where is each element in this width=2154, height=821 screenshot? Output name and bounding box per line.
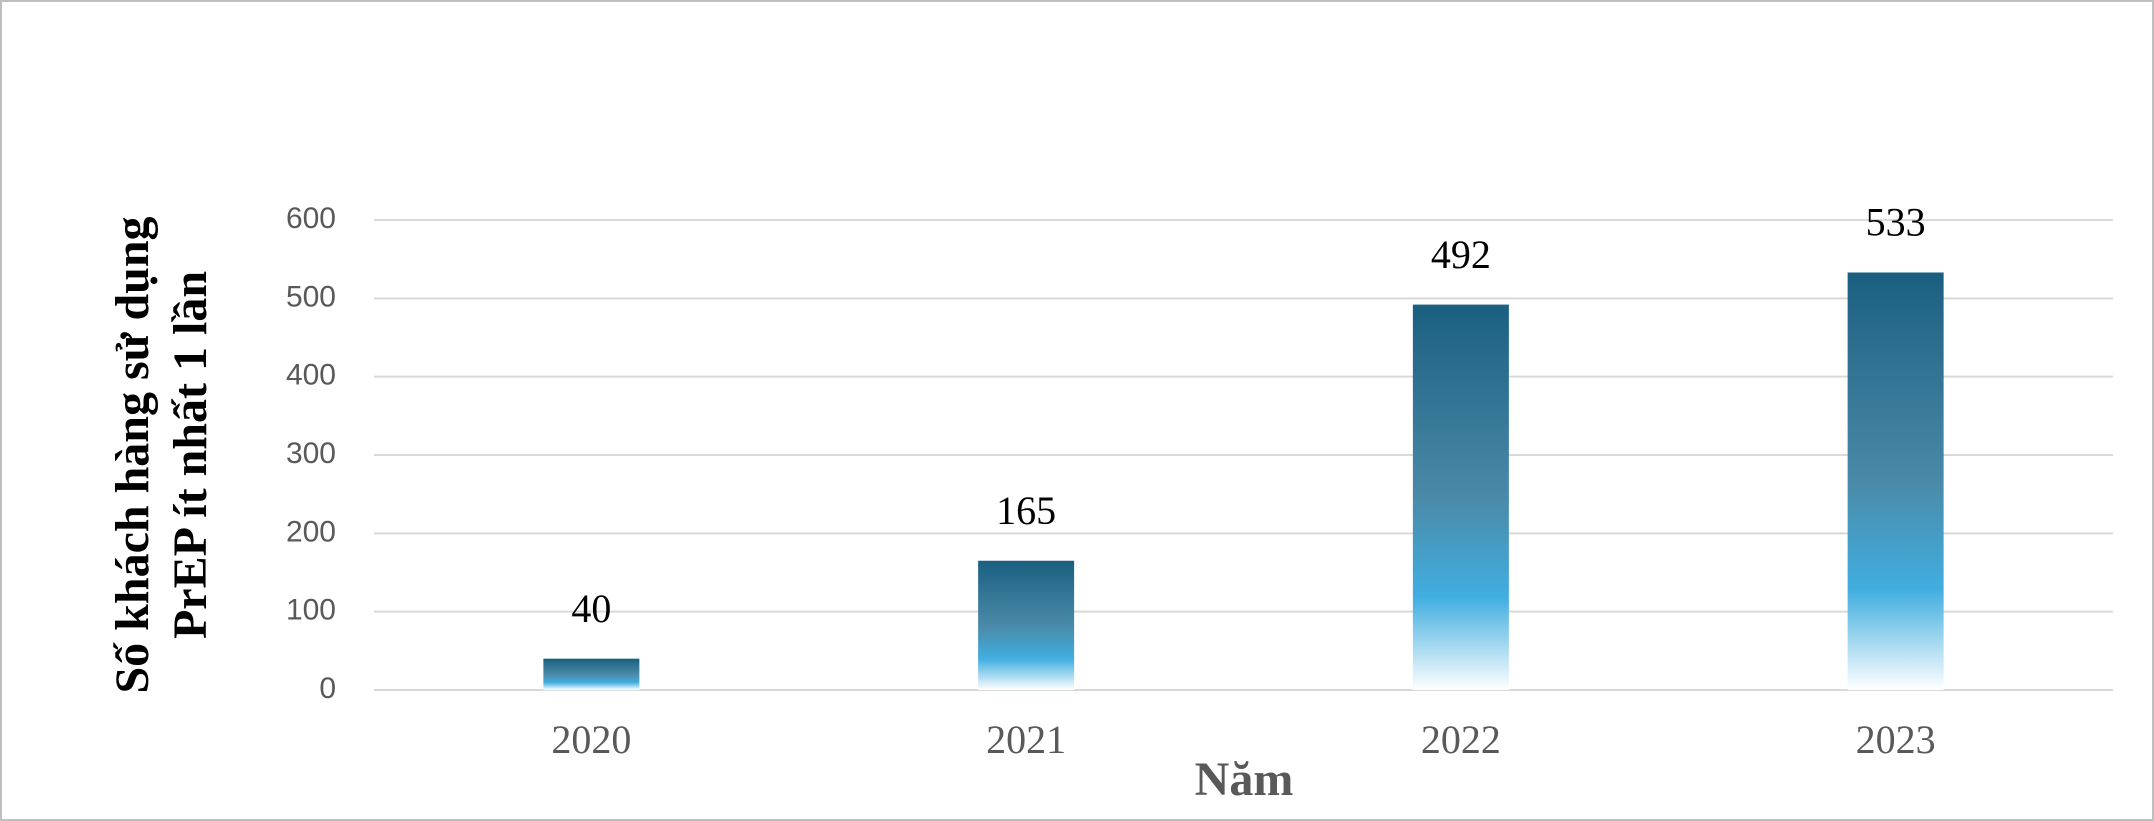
x-tick-label: 2022 [1421, 717, 1501, 762]
x-tick-label: 2023 [1856, 717, 1936, 762]
data-label: 40 [571, 586, 611, 631]
bar [978, 560, 1075, 690]
bar [543, 658, 640, 690]
y-tick-label: 200 [286, 515, 336, 548]
y-tick-label: 400 [286, 359, 336, 392]
x-tick-label: 2021 [986, 717, 1066, 762]
data-label: 165 [996, 488, 1056, 533]
bar [1412, 304, 1509, 690]
y-tick-label: 600 [286, 202, 336, 235]
bar [1847, 272, 1944, 690]
data-label: 492 [1431, 232, 1491, 277]
x-axis-title: Năm [1195, 753, 1294, 806]
y-tick-label: 300 [286, 437, 336, 470]
y-tick-label: 500 [286, 280, 336, 313]
y-tick-label: 0 [319, 672, 336, 705]
data-label: 533 [1866, 200, 1926, 245]
x-tick-label: 2020 [551, 717, 631, 762]
y-tick-label: 100 [286, 594, 336, 627]
y-axis-title: Số khách hàng sử dụng [106, 216, 159, 693]
y-axis-title: PrEP ít nhất 1 lần [164, 271, 217, 639]
